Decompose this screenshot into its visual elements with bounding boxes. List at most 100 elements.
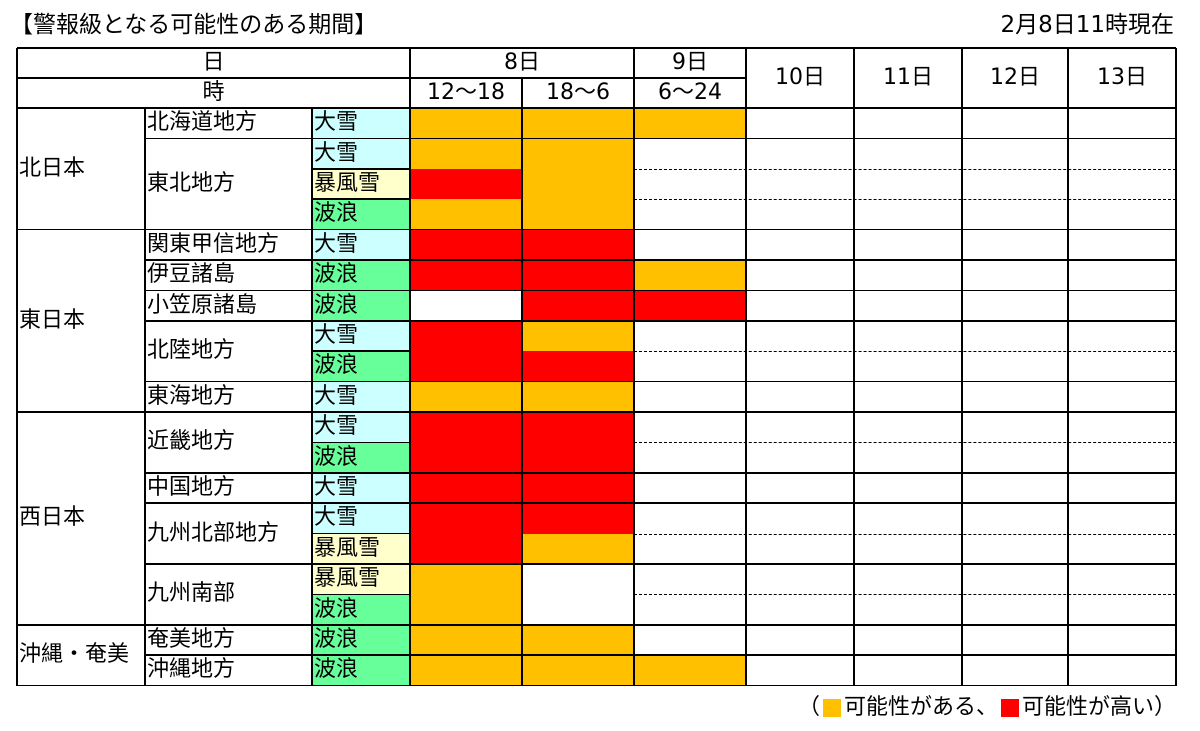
legend-high-swatch — [1000, 699, 1019, 717]
forecast-cell-high — [522, 442, 634, 473]
forecast-cell-possible — [522, 108, 634, 139]
grid-line-v — [745, 48, 747, 686]
forecast-cell-high — [410, 260, 522, 291]
forecast-cell-high — [410, 412, 522, 443]
forecast-cell-possible — [522, 624, 634, 656]
forecast-cell-high — [522, 351, 634, 382]
grid-line-dashed — [634, 351, 1176, 353]
forecast-cell-high — [522, 290, 634, 321]
forecast-cell-possible — [410, 655, 522, 686]
grid-line-h — [17, 228, 1176, 231]
region-name: 沖縄・奄美 — [19, 642, 130, 668]
area-name: 九州南部 — [147, 581, 236, 607]
area-name: 伊豆諸島 — [147, 262, 236, 288]
grid-line-h — [145, 380, 1176, 383]
warning-type: 波浪 — [312, 594, 410, 625]
forecast-cell-possible — [634, 655, 746, 686]
header-day: 11日 — [883, 65, 933, 90]
forecast-cell-high — [522, 412, 634, 443]
grid-line-h — [17, 47, 1176, 49]
area-name: 沖縄地方 — [147, 657, 236, 683]
forecast-cell-possible — [410, 564, 522, 595]
warning-type: 大雪 — [312, 138, 410, 169]
warning-type: 波浪 — [312, 655, 410, 686]
grid-line-h — [312, 532, 410, 535]
header-day: 10日 — [775, 65, 825, 90]
region-name: 北日本 — [19, 155, 86, 181]
warning-type: 波浪 — [312, 442, 410, 473]
warning-type: 大雪 — [312, 229, 410, 260]
forecast-cell-high — [410, 320, 522, 352]
header-period: 6～24 — [658, 80, 722, 105]
grid-line-v — [1175, 48, 1177, 686]
area-name: 九州北部地方 — [147, 520, 280, 546]
grid-line-v — [144, 108, 146, 686]
warning-type: 暴風雪 — [312, 564, 410, 595]
forecast-cell-high — [522, 472, 634, 504]
area-name: 近畿地方 — [147, 429, 236, 455]
forecast-cell-possible — [522, 320, 634, 352]
grid-line-v — [16, 48, 18, 686]
grid-line-v — [311, 108, 313, 686]
header-day-label: 日 — [202, 50, 225, 75]
grid-line-h — [17, 684, 1176, 687]
grid-line-h — [145, 472, 1176, 474]
header-period: 12～18 — [427, 80, 505, 105]
forecast-cell-possible — [410, 108, 522, 139]
area-name: 小笠原諸島 — [147, 292, 258, 318]
forecast-cell-possible — [634, 260, 746, 291]
grid-line-dashed — [634, 594, 1176, 596]
grid-line-h — [145, 289, 1176, 292]
forecast-cell-possible — [410, 138, 522, 169]
warning-type: 大雪 — [312, 472, 410, 504]
grid-line-h — [145, 137, 1176, 140]
warning-period-table: 日時 8日 9日 12～18 18～6 6～24 10日 11日 12日 13日 大雪 北海道地方 大雪… — [16, 47, 1177, 687]
grid-line-v — [633, 48, 635, 686]
grid-line-v — [961, 48, 963, 686]
forecast-cell-high — [410, 168, 522, 200]
forecast-cell-possible — [522, 199, 634, 230]
grid-line-h — [145, 563, 1176, 565]
grid-line-h — [17, 107, 1176, 109]
forecast-cell-high — [634, 290, 746, 321]
area-name: 中国地方 — [147, 474, 236, 500]
warning-type: 波浪 — [312, 351, 410, 382]
header-hour-label: 時 — [202, 80, 225, 105]
forecast-cell-high — [410, 442, 522, 473]
forecast-cell-possible — [522, 533, 634, 564]
legend-high-label: 可能性が高い） — [1021, 695, 1176, 720]
legend-open-paren: （ — [797, 695, 820, 720]
forecast-cell-high — [410, 533, 522, 564]
forecast-cell-high — [410, 351, 522, 382]
forecast-cell-possible — [522, 168, 634, 200]
region-name: 西日本 — [19, 505, 86, 531]
legend-possible-label: 可能性がある、 — [843, 695, 998, 720]
grid-line-v — [1067, 48, 1069, 686]
forecast-cell-possible — [522, 655, 634, 686]
forecast-cell-possible — [410, 199, 522, 230]
grid-line-h — [312, 441, 410, 444]
forecast-cell-high — [410, 229, 522, 260]
warning-type: 波浪 — [312, 290, 410, 321]
grid-line-h — [312, 350, 410, 352]
grid-line-h — [312, 168, 410, 170]
grid-line-h — [17, 624, 1176, 626]
grid-line-dashed — [634, 442, 1176, 444]
forecast-cell-possible — [522, 381, 634, 412]
grid-line-h — [312, 593, 410, 596]
forecast-cell-possible — [522, 138, 634, 169]
grid-line-h — [145, 259, 1176, 261]
header-period: 18～6 — [546, 80, 610, 105]
grid-line-h — [145, 320, 1176, 322]
as-of-timestamp: 2月8日11時現在 — [1000, 12, 1174, 38]
warning-type: 大雪 — [312, 381, 410, 412]
grid-line-v — [521, 78, 523, 686]
area-name: 奄美地方 — [147, 626, 236, 652]
warning-type: 暴風雪 — [312, 168, 410, 200]
header-day-9: 9日 — [672, 50, 708, 75]
forecast-cell-possible — [410, 624, 522, 656]
warning-type: 暴風雪 — [312, 533, 410, 564]
grid-line-dashed — [634, 199, 1176, 201]
area-name: 関東甲信地方 — [147, 231, 280, 257]
forecast-cell-possible — [410, 594, 522, 625]
